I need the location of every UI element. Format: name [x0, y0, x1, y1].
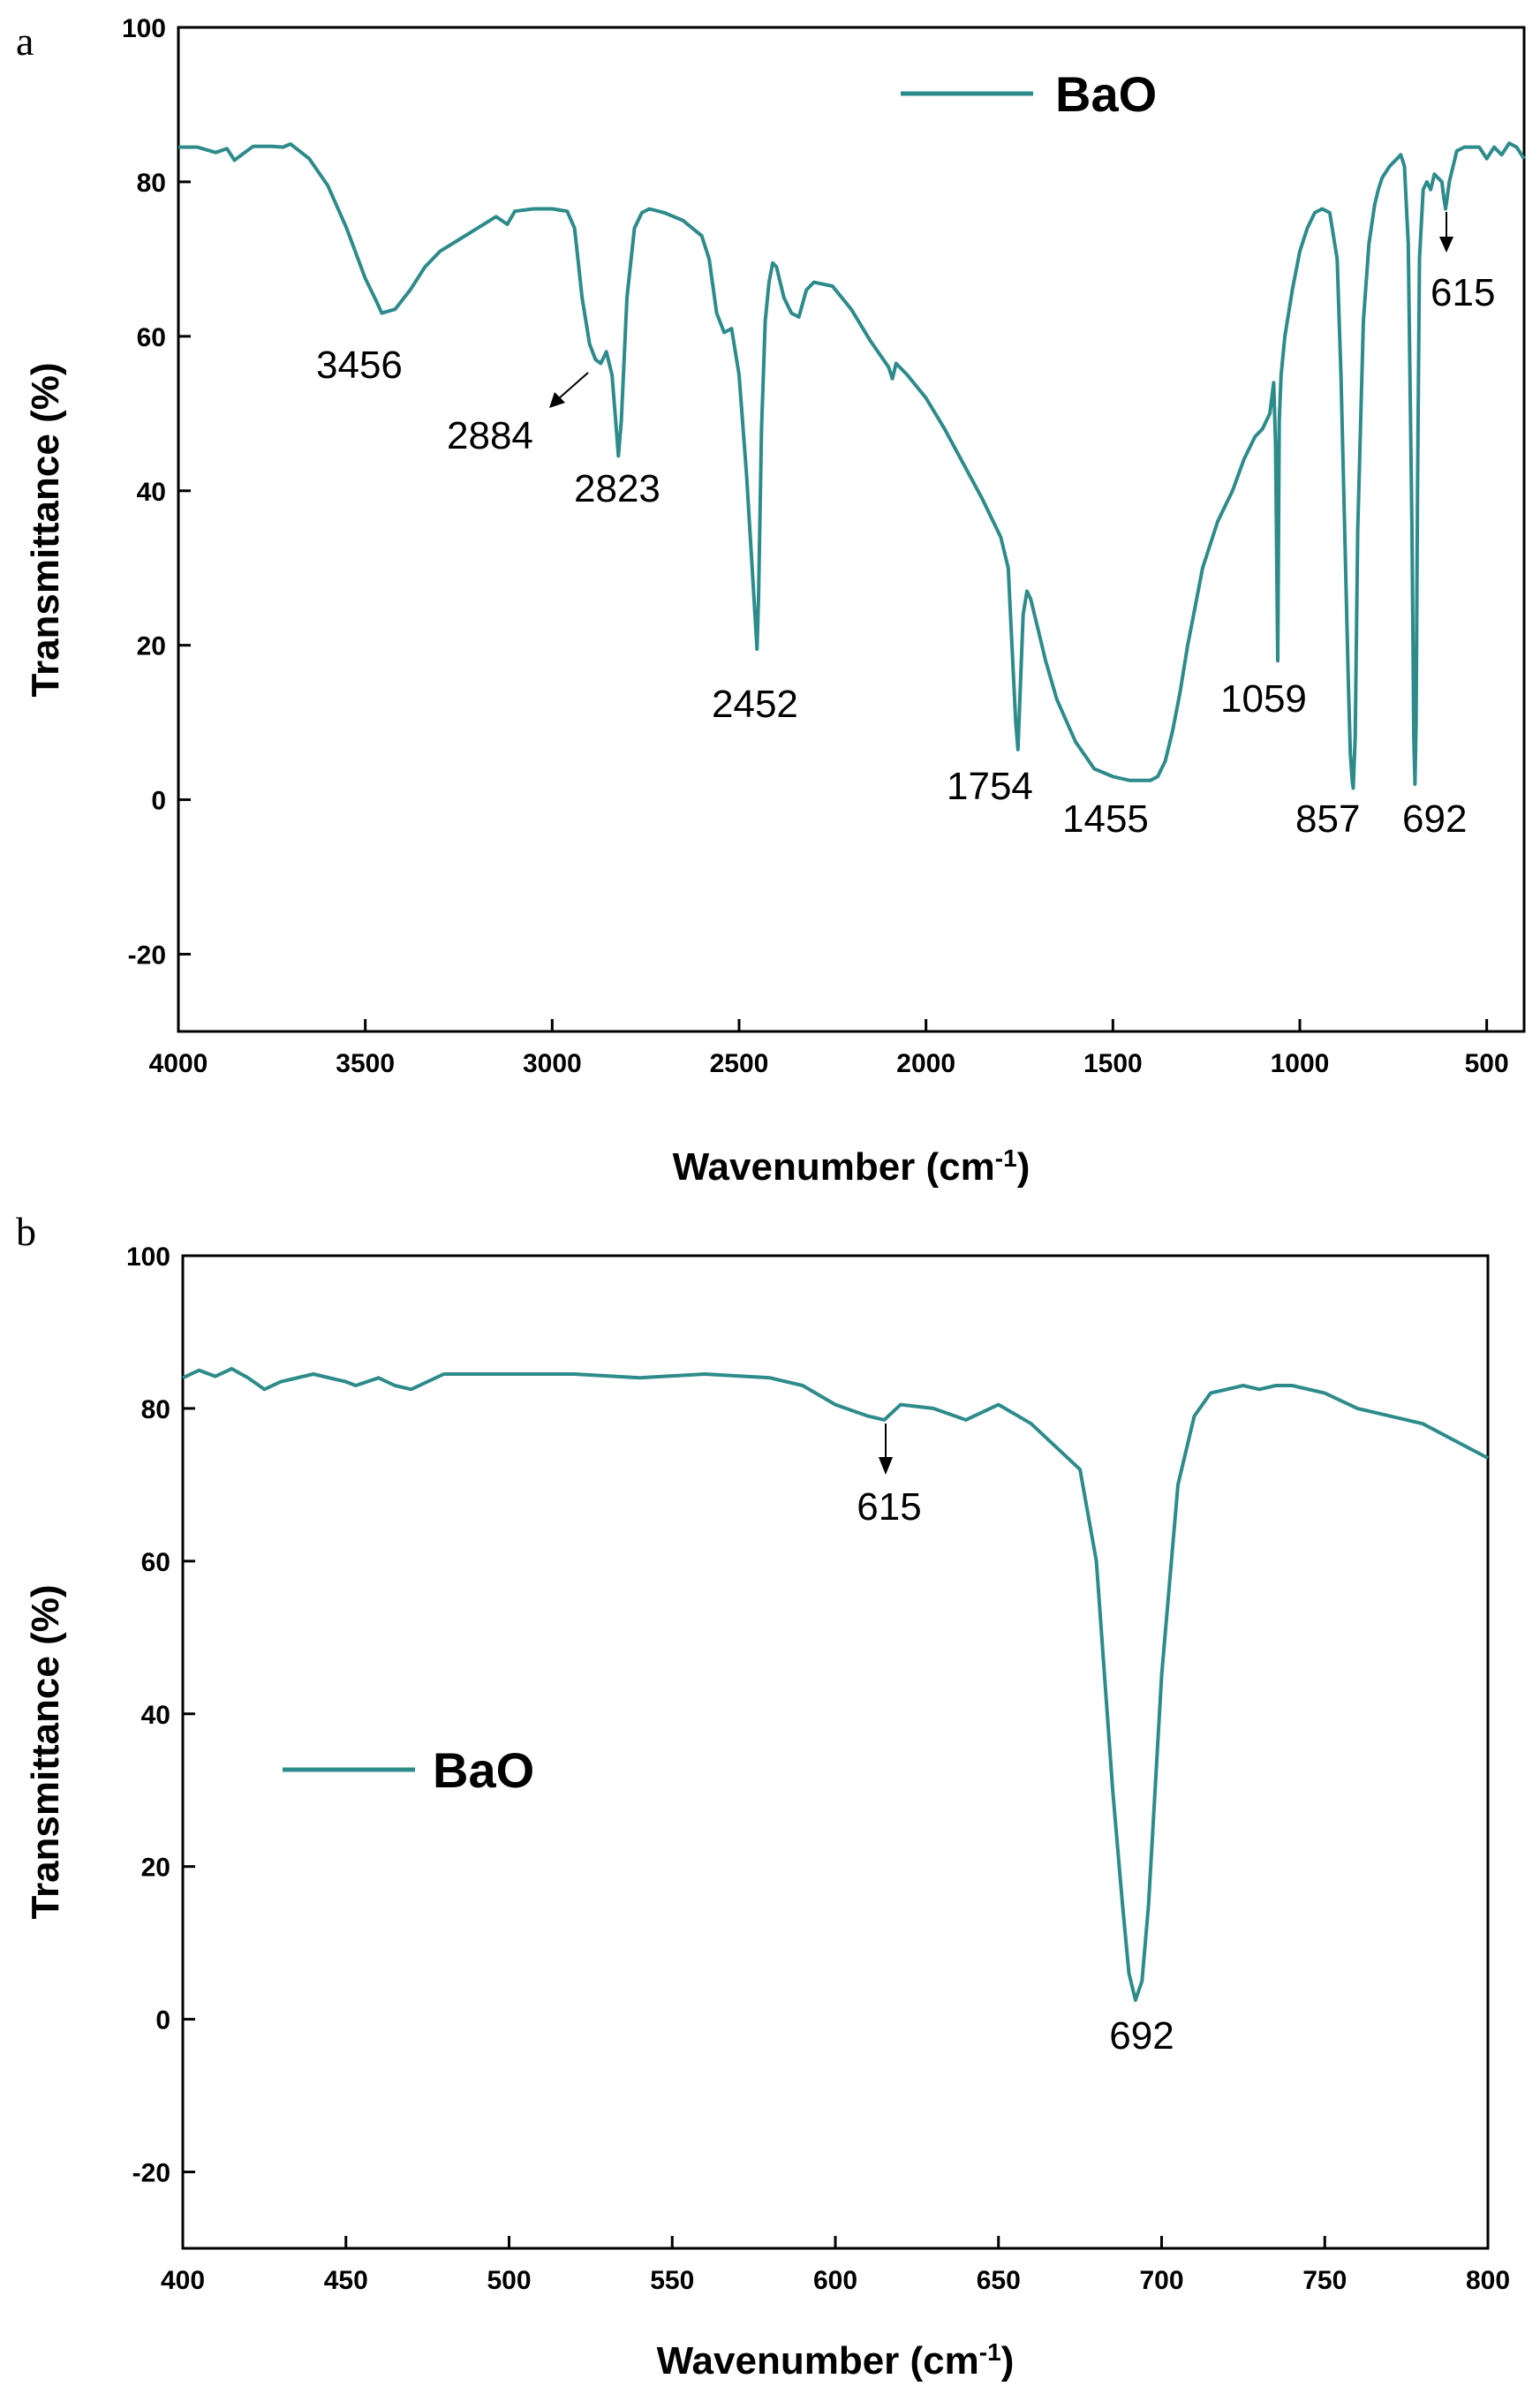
y-tick-label: -20 — [128, 941, 166, 970]
y-tick-label: 100 — [122, 14, 166, 43]
x-tick-label: 400 — [161, 2266, 205, 2295]
peak-label-2884: 2884 — [447, 414, 533, 457]
peak-label-692: 692 — [1402, 797, 1467, 841]
x-axis: 4000 3500 3000 2500 2000 1500 1000 500 — [149, 1019, 1509, 1078]
x-tick-label: 1000 — [1271, 1049, 1330, 1078]
x-tick-label: 500 — [487, 2266, 531, 2295]
y-tick-label: 100 — [126, 1242, 170, 1272]
y-tick-label: 40 — [137, 478, 166, 507]
peak-label-2452: 2452 — [712, 683, 798, 726]
y-tick-label: 20 — [141, 1854, 170, 1883]
peak-annotations: 3456 2884 2823 2452 1754 1455 1059 857 6… — [316, 212, 1495, 841]
y-tick-label: 40 — [141, 1701, 170, 1730]
arrow-head-615 — [879, 1457, 893, 1475]
x-tick-label: 500 — [1465, 1049, 1509, 1078]
x-tick-label: 3500 — [336, 1049, 395, 1078]
series-line-bao — [182, 1367, 1489, 2002]
plot-frame — [177, 26, 1526, 1033]
y-axis-title: Transmittance (%) — [24, 1585, 67, 1920]
panel-letter: a — [16, 19, 34, 64]
x-tick-label: 1500 — [1083, 1049, 1143, 1078]
x-tick-label: 2500 — [710, 1049, 769, 1078]
y-tick-label: 20 — [137, 632, 166, 661]
y-tick-label: 60 — [137, 323, 166, 352]
x-tick-label: 3000 — [523, 1049, 582, 1078]
x-axis-title: Wavenumber (cm-1) — [657, 2338, 1015, 2383]
arrow-head-2884 — [549, 392, 565, 408]
legend-label: BaO — [1055, 66, 1157, 122]
peak-label-2823: 2823 — [574, 467, 661, 510]
peak-label-857: 857 — [1295, 797, 1360, 841]
chart-panel-b: b 100 80 60 40 20 0 -20 400 450 500 550 600 650 700 7… — [16, 1209, 1510, 2383]
x-tick-label: 800 — [1466, 2266, 1510, 2295]
legend-label: BaO — [433, 1742, 534, 1798]
x-tick-label: 2000 — [896, 1049, 955, 1078]
x-tick-label: 600 — [813, 2266, 857, 2295]
y-axis: 100 80 60 40 20 0 -20 — [126, 1242, 195, 2188]
peak-label-615: 615 — [857, 1485, 921, 1529]
peak-label-1754: 1754 — [947, 765, 1033, 808]
legend: BaO — [901, 66, 1157, 122]
peak-label-1059: 1059 — [1220, 677, 1307, 721]
peak-label-692: 692 — [1109, 2014, 1174, 2058]
x-tick-label: 550 — [650, 2266, 694, 2295]
y-tick-label: -20 — [132, 2159, 170, 2188]
panel-letter: b — [16, 1209, 36, 1254]
x-tick-label: 450 — [324, 2266, 368, 2295]
y-tick-label: 60 — [141, 1548, 170, 1577]
y-axis-title: Transmittance (%) — [24, 363, 67, 698]
x-axis: 400 450 500 550 600 650 700 750 800 — [161, 2236, 1510, 2295]
y-axis: 100 80 60 40 20 0 -20 — [122, 14, 191, 970]
y-tick-label: 0 — [151, 787, 166, 816]
x-tick-label: 4000 — [149, 1049, 208, 1078]
arrow-head-615 — [1439, 237, 1453, 253]
peak-label-3456: 3456 — [316, 344, 403, 387]
y-tick-label: 80 — [141, 1395, 170, 1424]
series-line-bao — [178, 141, 1526, 790]
peak-label-1455: 1455 — [1062, 797, 1149, 841]
chart-panel-a: a 100 80 60 40 20 0 -20 4000 3500 3000 2500 2000 15… — [16, 14, 1526, 1189]
legend: BaO — [283, 1742, 534, 1798]
y-tick-label: 0 — [155, 2006, 170, 2035]
x-tick-label: 750 — [1302, 2266, 1347, 2295]
x-tick-label: 650 — [977, 2266, 1021, 2295]
x-tick-label: 700 — [1139, 2266, 1183, 2295]
peak-label-615: 615 — [1431, 271, 1495, 314]
peak-annotations: 615 692 — [857, 1424, 1174, 2058]
arrow-2884 — [557, 372, 589, 400]
x-axis-title: Wavenumber (cm-1) — [673, 1144, 1030, 1189]
y-tick-label: 80 — [137, 169, 166, 198]
